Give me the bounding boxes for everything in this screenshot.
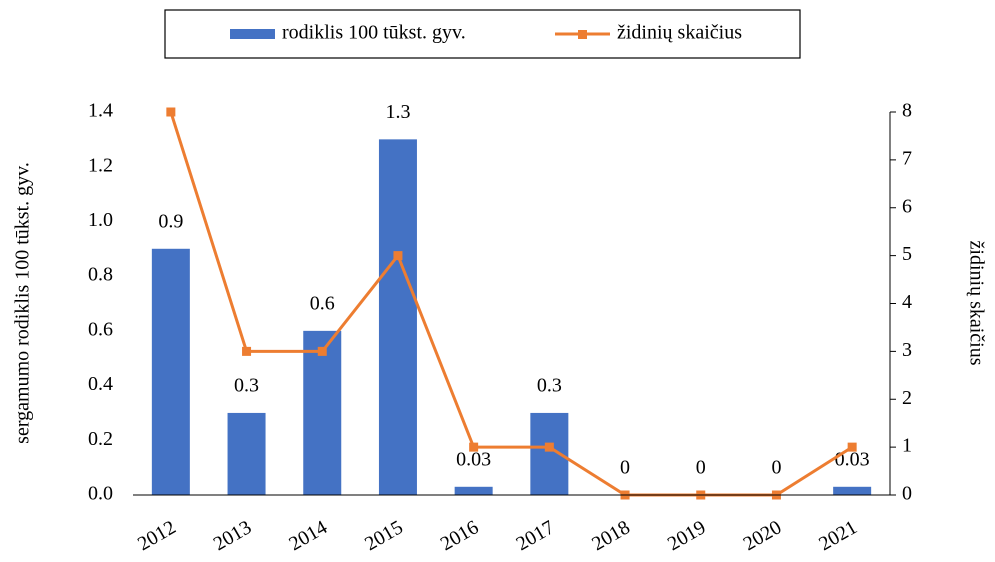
x-tick-label: 2020 xyxy=(740,516,786,555)
y-tick-label: 0.0 xyxy=(88,483,113,505)
y2-tick-label: 4 xyxy=(902,291,912,313)
y-axis-label: sergamumo rodiklis 100 tūkst. gyv. xyxy=(12,162,34,444)
y-tick-label: 1.0 xyxy=(88,209,113,231)
y-tick-label: 0.2 xyxy=(88,428,113,450)
data-label: 1.3 xyxy=(385,101,410,123)
data-label: 0.6 xyxy=(310,292,335,314)
x-tick-label: 2014 xyxy=(285,516,331,555)
x-tick-label: 2019 xyxy=(664,516,710,555)
y2-tick-label: 3 xyxy=(902,339,912,361)
data-label: 0 xyxy=(771,457,781,479)
bar xyxy=(454,486,493,495)
x-tick-label: 2016 xyxy=(437,516,483,555)
x-tick-label: 2012 xyxy=(134,516,180,555)
y-tick-label: 0.8 xyxy=(88,264,113,286)
legend-label: židinių skaičius xyxy=(617,22,742,44)
line xyxy=(169,111,853,497)
line-marker xyxy=(544,442,554,452)
line-marker xyxy=(469,442,479,452)
y-tick-label: 1.2 xyxy=(88,154,113,176)
data-label: 0.03 xyxy=(456,448,491,470)
bar xyxy=(833,486,872,495)
data-label: 0.3 xyxy=(234,375,259,397)
legend-swatch xyxy=(578,30,587,39)
bar xyxy=(151,248,190,495)
line-marker xyxy=(393,251,403,261)
legend-label: rodiklis 100 tūkst. gyv. xyxy=(282,22,466,44)
y-tick-label: 0.6 xyxy=(88,318,113,340)
data-label: 0.3 xyxy=(537,375,562,397)
y2-tick-label: 8 xyxy=(902,100,912,122)
data-label: 0.03 xyxy=(835,448,870,470)
y2-tick-label: 2 xyxy=(902,387,912,409)
y2-axis-label: židinių skaičius xyxy=(965,241,987,366)
y-tick-label: 0.4 xyxy=(88,373,113,395)
line-marker xyxy=(166,107,176,117)
x-tick-label: 2018 xyxy=(588,516,634,555)
y2-tick-label: 6 xyxy=(902,195,912,217)
x-tick-label: 2015 xyxy=(361,516,407,555)
y-tick-label: 1.4 xyxy=(88,100,113,122)
y2-tick-label: 5 xyxy=(902,243,912,265)
y2-tick-label: 1 xyxy=(902,435,912,457)
y2-tick-label: 7 xyxy=(902,147,912,169)
line-marker xyxy=(847,442,857,452)
x-tick-label: 2013 xyxy=(210,516,256,555)
line-marker xyxy=(317,346,327,356)
y2-tick-label: 0 xyxy=(902,483,912,505)
x-tick-label: 2021 xyxy=(815,516,861,555)
bar xyxy=(227,412,266,495)
legend-swatch xyxy=(230,29,275,39)
bar xyxy=(378,139,417,495)
x-tick-label: 2017 xyxy=(513,516,559,555)
bar xyxy=(303,330,342,495)
data-label: 0.9 xyxy=(158,210,183,232)
line-marker xyxy=(242,346,252,356)
data-label: 0 xyxy=(620,457,630,479)
data-label: 0 xyxy=(696,457,706,479)
